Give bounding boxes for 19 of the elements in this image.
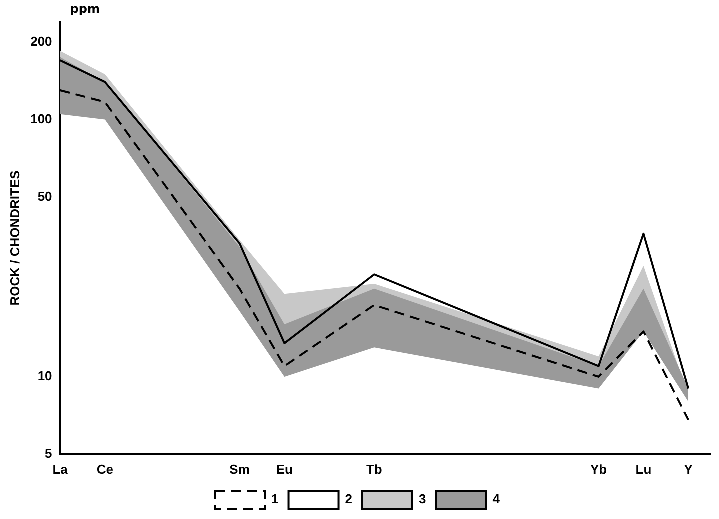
legend-label: 3 [419,492,426,507]
legend-label: 1 [272,492,279,507]
legend-label: 4 [492,492,501,507]
y-tick-label: 5 [45,446,52,461]
x-tick-label: Lu [636,462,652,477]
x-tick-label: Y [684,462,694,477]
y-tick-label: 100 [30,111,52,126]
y-tick-label: 200 [30,34,52,49]
y-tick-label: 10 [38,368,52,384]
x-tick-label: Sm [230,462,250,477]
text: ppm [70,2,100,16]
x-tick-label: Eu [276,462,294,477]
legend-label: 2 [345,492,353,507]
y-axis-title: ROCK / CHONDRITES [7,170,22,306]
x-tick-label: La [52,462,69,477]
y-tick-label: 50 [38,188,52,204]
x-tick-label: Tb [366,462,382,477]
x-tick-label: Yb [590,462,608,477]
x-tick-label: Ce [96,462,114,477]
